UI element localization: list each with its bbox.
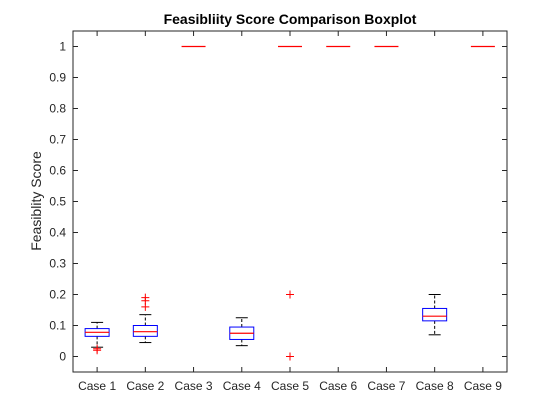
x-tick-label: Case 2 [126,379,164,393]
chart-title: Feasibliity Score Comparison Boxplot [164,11,417,27]
x-tick-label: Case 8 [416,379,454,393]
x-tick-label: Case 1 [78,379,116,393]
box-8 [422,294,448,336]
box-4 [229,317,255,347]
y-tick-label: 0.2 [49,288,66,302]
outlier-marker [93,344,102,353]
outlier-marker [286,290,294,299]
y-tick-label: 0 [59,350,66,364]
y-tick-label: 0.4 [49,226,66,240]
y-tick-label: 0.9 [49,71,66,85]
outlier-marker [286,352,294,361]
y-tick-label: 0.8 [49,102,66,116]
y-tick-label: 0.3 [49,257,66,271]
box-iqr [422,307,448,322]
y-axis-label: Feasiblity Score [28,151,44,251]
box-5 [278,45,302,361]
outlier-marker [141,293,150,302]
x-tick-label: Case 7 [367,379,405,393]
box-1 [84,321,110,355]
y-tick-label: 0.6 [49,164,66,178]
y-tick-label: 0.7 [49,133,66,147]
y-tick-label: 1 [59,40,66,54]
x-axis-ticks: Case 1 Case 2 Case 3 Case 4 Case 5 Case 6 Case… [78,31,502,393]
box-2 [132,293,158,344]
x-tick-label: Case 3 [175,379,213,393]
y-tick-label: 0.1 [49,319,66,333]
box-iqr [132,325,158,337]
boxes-group [84,45,495,361]
x-tick-label: Case 4 [223,379,261,393]
x-tick-label: Case 9 [464,379,502,393]
x-tick-label: Case 5 [271,379,309,393]
y-axis-ticks: 0 0.1 0.2 0.3 0.4 0.5 0.6 0.7 0.8 0.9 1 [49,40,507,364]
y-tick-label: 0.5 [49,195,66,209]
x-tick-label: Case 6 [319,379,357,393]
